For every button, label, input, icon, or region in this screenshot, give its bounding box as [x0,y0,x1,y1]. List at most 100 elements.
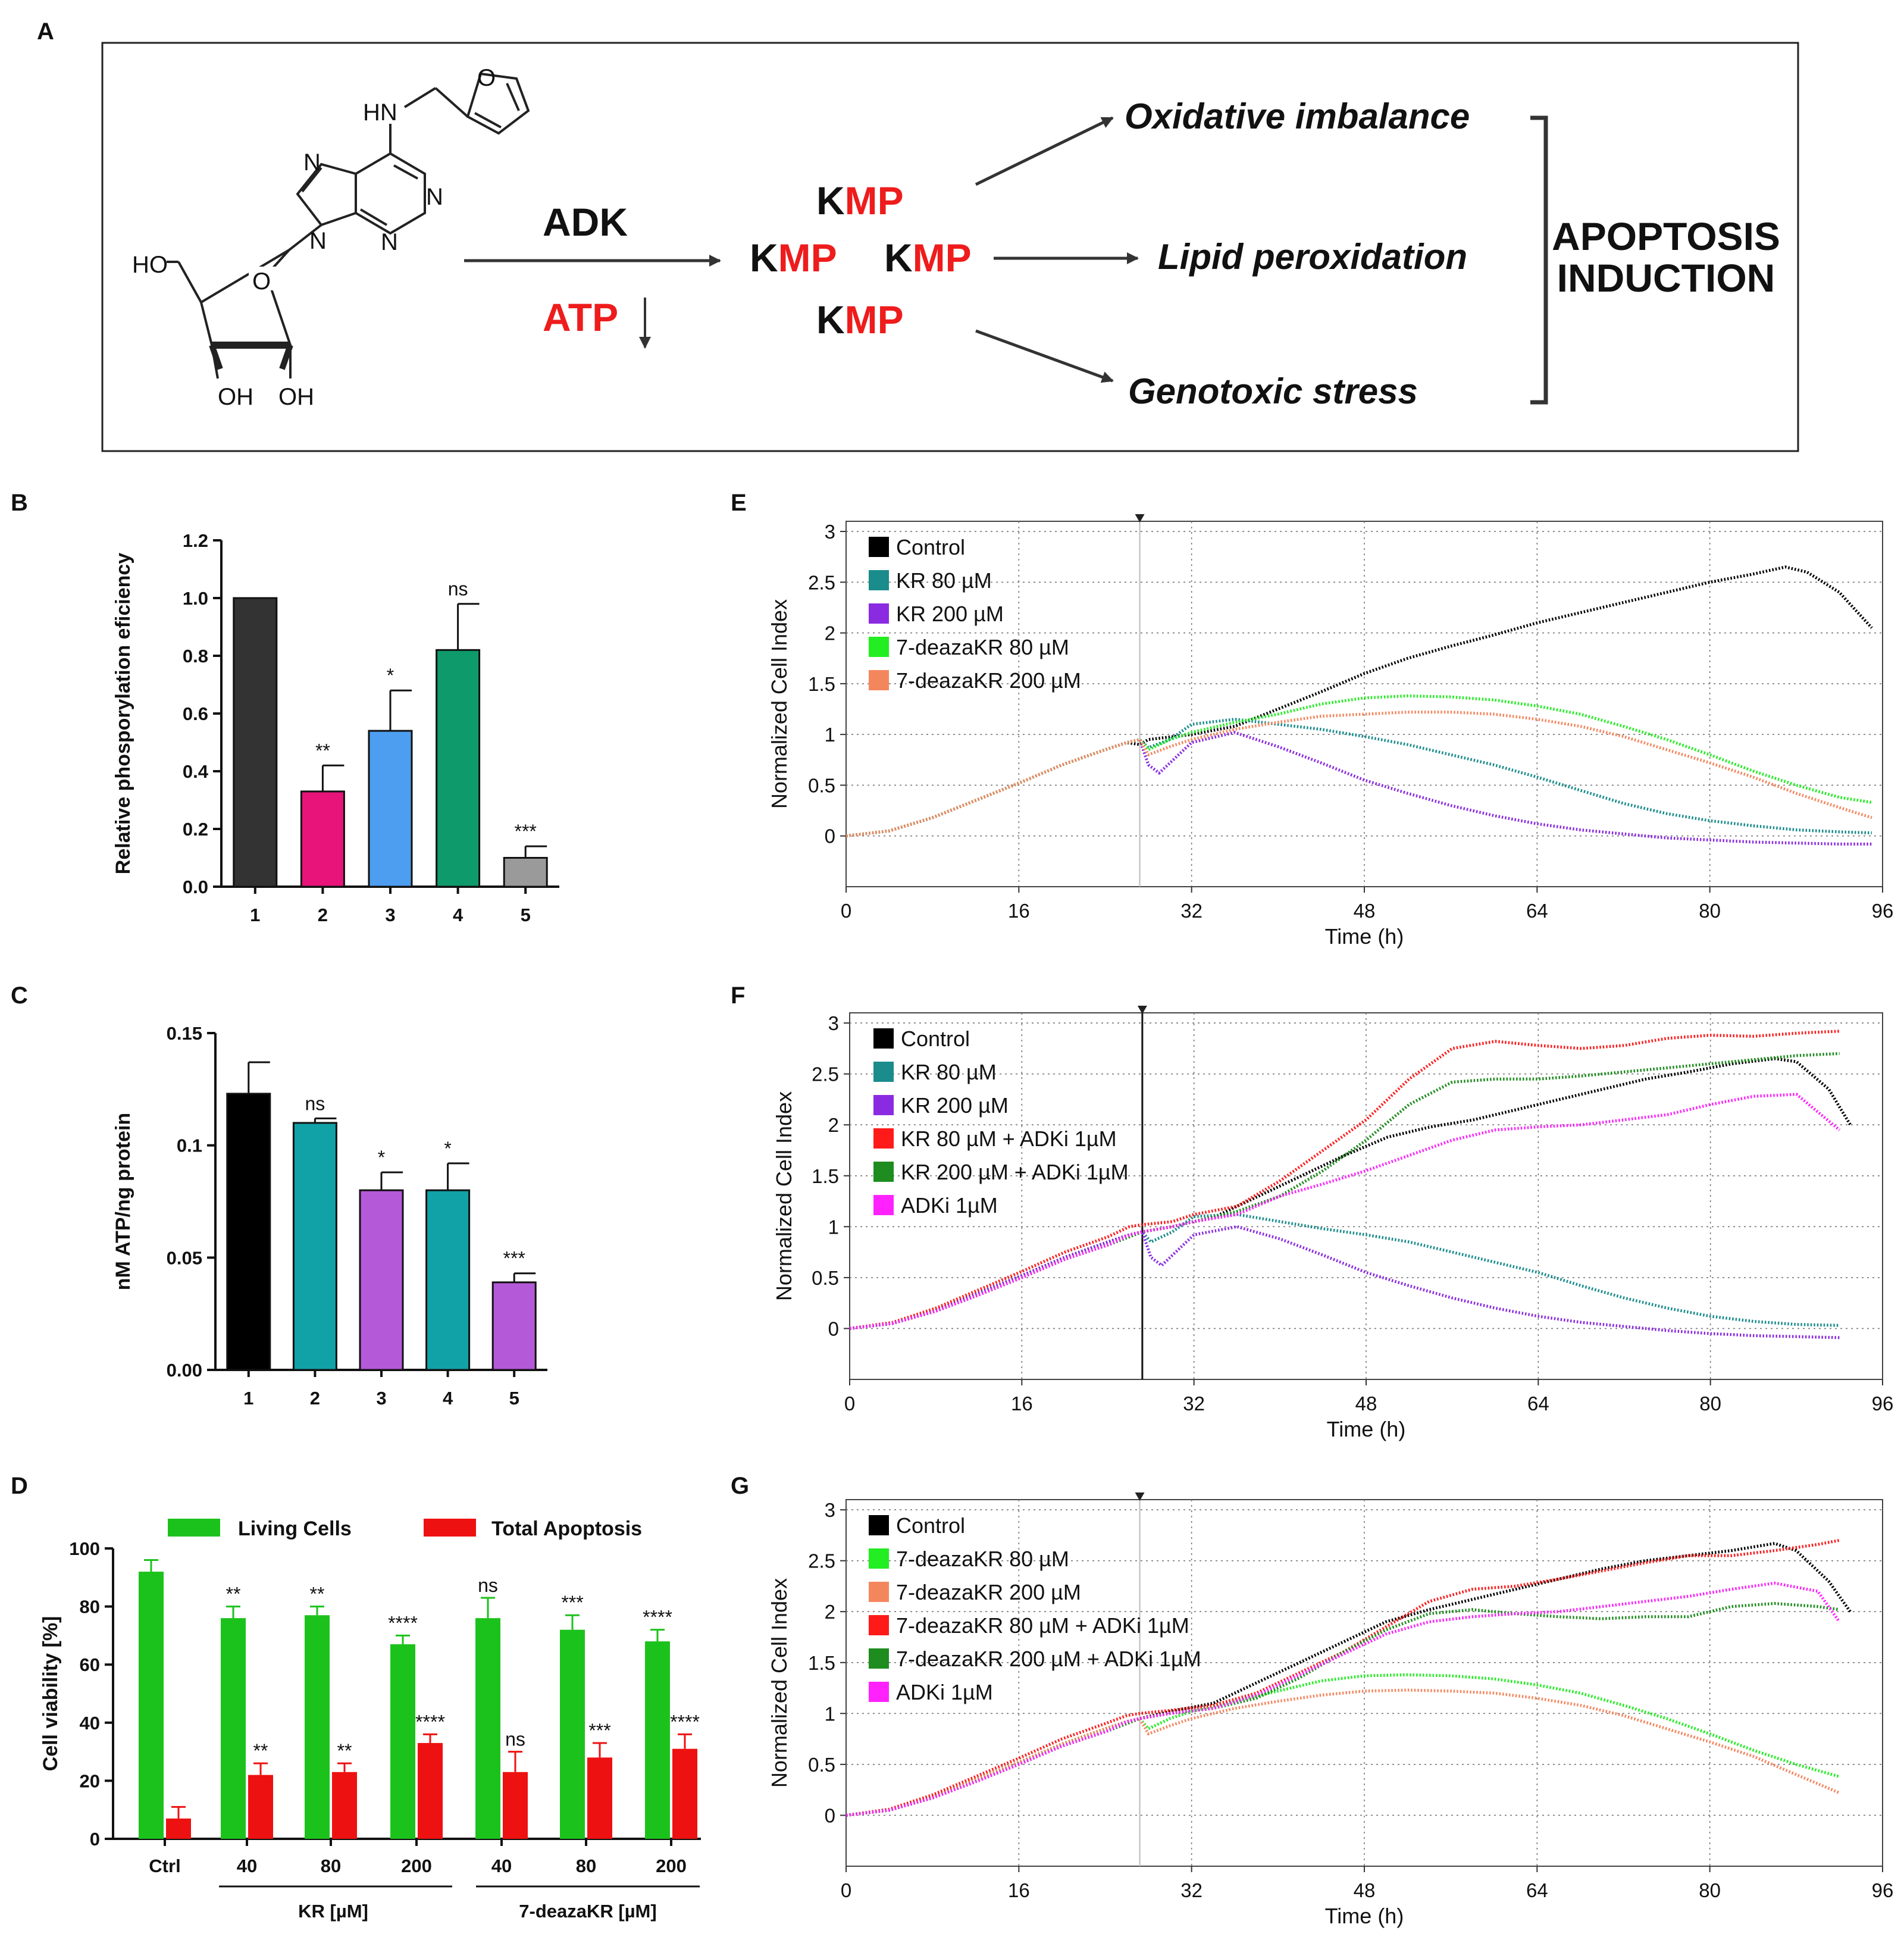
series-line [849,1052,1840,1330]
atom-o-furan: O [477,65,496,91]
bar [305,1615,330,1839]
y-tick-label: 1.5 [812,1165,839,1187]
x-tick-label: 80 [1699,1879,1721,1901]
y-axis-label: Normalized Cell Index [772,1091,796,1301]
y-tick-label: 0.4 [183,761,209,782]
x-tick-label: 32 [1183,1393,1205,1415]
legend-swatch [869,603,889,624]
legend-swatch [873,1062,894,1082]
legend-label: 7-deazaKR 80 µM [896,635,1069,659]
legend-label: 7-deazaKR 80 µM + ADKi 1µM [896,1613,1189,1638]
y-axis-label: Relative phosporylation eficiency [112,553,134,874]
y-tick-label: 0.2 [183,819,208,840]
atom-ho: HO [132,252,168,278]
x-axis-label: Time (h) [1325,1904,1404,1928]
series-line [849,1225,1840,1340]
y-tick-label: 100 [69,1538,100,1559]
panel-label-g: G [731,1473,749,1499]
panel-label-c: C [11,982,28,1009]
x-tick-label: 48 [1355,1393,1377,1415]
chart-f: 0 16 32 48 64 80 96 0 0.5 1 1.5 2 2.5 3 Control KR 80 µ… [772,1006,1893,1441]
y-axis-label: Cell viability [%] [39,1616,62,1772]
bar [226,1093,271,1371]
significance-label: **** [415,1711,445,1732]
scheme-frame [101,42,1799,452]
enzyme-label: ADK [543,200,628,244]
y-tick-label: 60 [80,1654,100,1675]
bar [390,1644,415,1839]
panel-label-f: F [731,982,745,1009]
outcome-line1: APOPTOSIS [1552,214,1780,258]
chart-e: 0 16 32 48 64 80 96 0 0.5 1 1.5 2 2.5 3 Control KR 80 µ… [767,514,1893,949]
bar [418,1742,443,1839]
x-tick-label: 64 [1526,1879,1548,1901]
bar [359,1189,404,1371]
legend-label: KR 80 µM [901,1060,997,1084]
ring-o-mask [249,267,281,290]
significance-label: **** [388,1612,418,1634]
treatment-marker-arrow [1135,1492,1145,1501]
legend-swatch [869,1548,889,1569]
legend-swatch [168,1519,220,1537]
y-tick-label: 3 [828,1012,839,1034]
y-tick-label: 80 [80,1597,100,1617]
bar [491,1281,537,1371]
legend-swatch [869,1648,889,1669]
x-tick-label: 16 [1008,1879,1030,1901]
atom-oh-2: OH [278,384,314,410]
significance-label: **** [643,1607,672,1628]
bar [560,1629,585,1839]
x-tick-label: 1 [250,905,260,925]
x-tick-label: 80 [576,1855,596,1876]
legend-swatch [873,1095,894,1115]
significance-label: *** [515,821,537,842]
legend-label: KR 200 µM [901,1093,1009,1118]
legend-swatch [873,1128,894,1149]
bar [425,1189,471,1371]
bar [221,1618,246,1839]
chart-d: 020406080100Ctrl****40****80********200n… [39,1517,701,1922]
significance-label: * [387,665,394,686]
outcome-line2: INDUCTION [1557,256,1775,300]
furan-ring [466,72,530,135]
legend-label: ADKi 1µM [896,1680,993,1704]
imidazole-ring [296,162,357,227]
x-tick-label: 96 [1872,1393,1894,1415]
legend-label: Control [896,1513,965,1538]
legend-label: 7-deazaKR 80 µM [896,1547,1069,1571]
x-tick-label: 200 [656,1855,687,1876]
bar [475,1618,500,1839]
x-tick-label: 5 [521,905,531,925]
x-tick-label: 96 [1872,900,1894,922]
y-tick-label: 0.5 [808,774,835,796]
y-tick-label: 0 [828,1318,839,1340]
significance-label: * [378,1147,385,1168]
significance-label: ** [310,1584,325,1605]
significance-label: ** [253,1740,268,1761]
effect-lipid: Lipid peroxidation [1158,237,1467,277]
bar [300,790,345,888]
significance-label: **** [670,1711,700,1732]
y-tick-label: 0.05 [167,1247,202,1268]
y-axis-label: Normalized Cell Index [767,599,791,809]
y-tick-label: 1.0 [183,588,208,609]
atom-n9: N [309,228,327,254]
significance-label: ** [226,1584,241,1605]
x-tick-label: 64 [1527,1393,1549,1415]
legend-swatch [424,1519,476,1537]
y-tick-label: 0.5 [812,1267,839,1289]
bar [587,1757,612,1839]
kmp-top: KMP [816,179,904,223]
y-tick-label: 1 [825,724,835,746]
x-axis-label: Time (h) [1327,1417,1406,1441]
significance-label: ns [448,578,468,600]
outcome-bracket [1530,115,1548,405]
x-tick-label: 2 [318,905,328,925]
x-tick-label: 200 [401,1855,432,1876]
x-tick-label: 4 [443,1388,453,1409]
significance-label: ns [505,1729,525,1750]
x-tick-label: 16 [1011,1393,1033,1415]
series-line [849,1030,1840,1330]
y-tick-label: 20 [80,1770,100,1791]
